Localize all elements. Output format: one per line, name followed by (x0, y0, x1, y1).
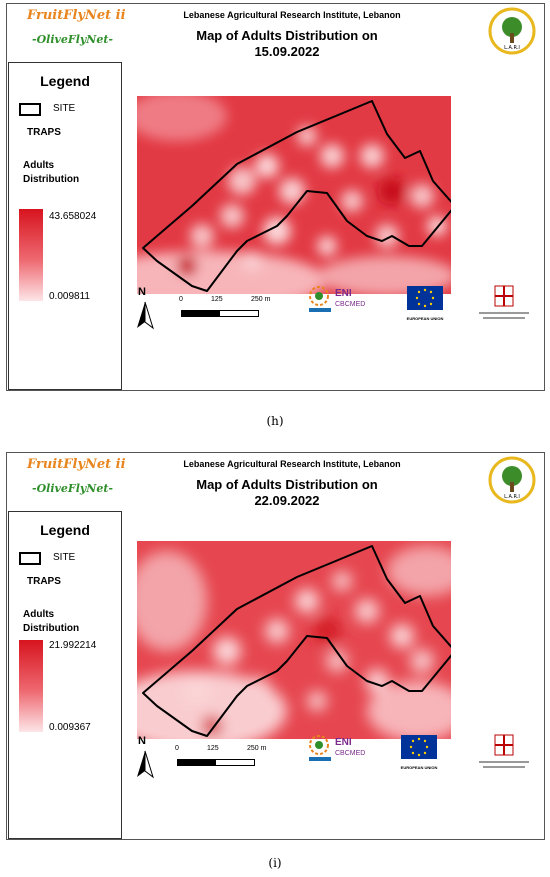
eu-label: EUROPEAN UNION (401, 765, 438, 770)
legend-title: Legend (40, 73, 90, 89)
lari-logo-icon: L.A.R.I (488, 456, 536, 504)
legend-site-label: SITE (53, 103, 76, 114)
color-ramp (19, 209, 43, 301)
site-symbol (19, 552, 41, 565)
eu-flag-icon: EUROPEAN UNION (401, 735, 438, 770)
map-title-date: 22.09.2022 (254, 493, 320, 508)
scale-end: 250 m (247, 745, 267, 752)
brand-title: FruitFlyNet ii (27, 457, 126, 472)
eni-cbcmed-logo-icon: ENI CBCMED (309, 286, 365, 312)
institute-name: Lebanese Agricultural Research Institute… (183, 459, 401, 469)
legend-box: Legend SITE TRAPS Adults Distribution 21… (8, 511, 122, 839)
color-ramp (19, 640, 43, 732)
sardinia-crest-icon (479, 734, 529, 768)
north-arrow: N (135, 286, 157, 330)
site-symbol (19, 103, 41, 116)
site-boundary (142, 545, 451, 737)
legend-max-value: 43.658024 (49, 211, 97, 222)
heatmap (137, 541, 451, 739)
map-title-line1: Map of Adults Distribution on (196, 477, 378, 492)
brand-subtitle: -OliveFlyNet- (32, 482, 113, 495)
scale-white-segment (215, 759, 255, 766)
legend-adults-label: Adults Distribution (23, 608, 79, 636)
institute-name: Lebanese Agricultural Research Institute… (183, 10, 401, 20)
legend-adults-word: Adults (23, 160, 55, 171)
scale-white-segment (219, 310, 259, 317)
legend-site-label: SITE (53, 552, 76, 563)
scale-mid: 125 (207, 745, 219, 752)
caption-i: (i) (268, 856, 282, 870)
eni-cbcmed-logo-icon: ENI CBCMED (309, 735, 365, 761)
scale-black-segment (177, 759, 217, 766)
caption-h: (h) (266, 414, 284, 428)
heatmap (137, 96, 451, 294)
scale-end: 250 m (251, 296, 271, 303)
map-title-date: 15.09.2022 (254, 44, 320, 59)
map-title: Map of Adults Distribution on 15.09.2022 (147, 28, 427, 60)
legend-box: Legend SITE TRAPS Adults Distribution 43… (8, 62, 122, 390)
scale-zero: 0 (175, 745, 179, 752)
lari-label: L.A.R.I (504, 45, 520, 51)
legend-adults-label: Adults Distribution (23, 159, 79, 187)
brand-subtitle: -OliveFlyNet- (32, 33, 113, 46)
site-boundary (142, 100, 451, 292)
legend-title: Legend (40, 522, 90, 538)
sardinia-crest-icon (479, 285, 529, 319)
north-arrow: N (135, 735, 157, 779)
scale-bar: 0 125 250 m (173, 745, 283, 775)
map-title: Map of Adults Distribution on 22.09.2022 (147, 477, 427, 509)
north-label: N (138, 286, 146, 298)
scale-zero: 0 (179, 296, 183, 303)
legend-adults-word: Adults (23, 609, 55, 620)
eni-sub-label: CBCMED (335, 301, 365, 308)
map-panel-2: FruitFlyNet ii -OliveFlyNet- Lebanese Ag… (6, 452, 545, 840)
north-label: N (138, 735, 146, 747)
eni-sub-label: CBCMED (335, 750, 365, 757)
north-arrow-icon (137, 750, 154, 779)
legend-distribution-word: Distribution (23, 623, 80, 634)
scale-bar: 0 125 250 m (177, 296, 287, 326)
lari-label: L.A.R.I (504, 494, 520, 500)
scale-mid: 125 (211, 296, 223, 303)
eu-flag-icon: EUROPEAN UNION (407, 286, 444, 321)
legend-min-value: 0.009367 (49, 722, 91, 733)
map-title-line1: Map of Adults Distribution on (196, 28, 378, 43)
map-panel-1: FruitFlyNet ii -OliveFlyNet- Lebanese Ag… (6, 3, 545, 391)
eni-label: ENI (335, 288, 352, 299)
north-arrow-icon (137, 301, 154, 330)
legend-traps-label: TRAPS (27, 576, 61, 587)
legend-traps-label: TRAPS (27, 127, 61, 138)
legend-min-value: 0.009811 (49, 291, 90, 302)
legend-distribution-word: Distribution (23, 174, 80, 185)
eu-label: EUROPEAN UNION (407, 316, 444, 321)
scale-black-segment (181, 310, 221, 317)
legend-max-value: 21.992214 (49, 640, 97, 651)
brand-title: FruitFlyNet ii (27, 8, 126, 23)
lari-logo-icon: L.A.R.I (488, 7, 536, 55)
eni-label: ENI (335, 737, 352, 748)
